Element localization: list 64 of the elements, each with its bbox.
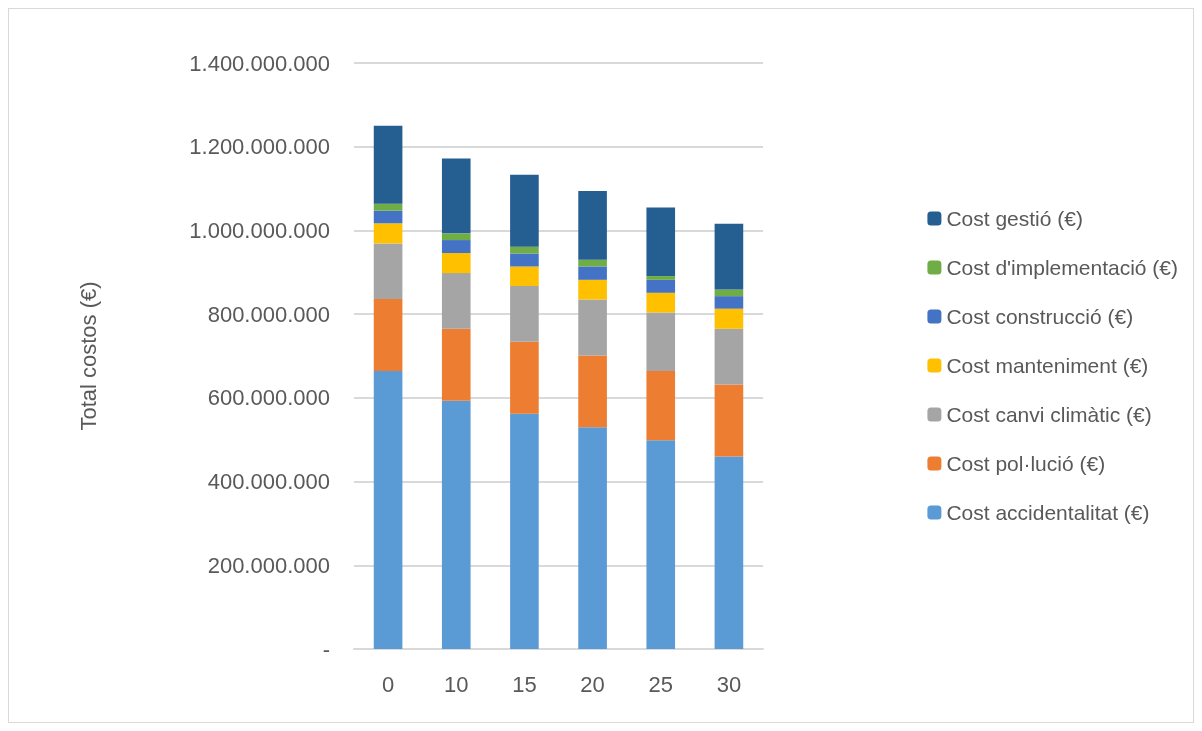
legend-label: Cost canvi climàtic (€) (946, 403, 1152, 426)
y-tick-label: 1.000.000.000 (189, 217, 330, 243)
bar (578, 355, 607, 428)
bar (373, 371, 403, 649)
bar (578, 266, 607, 280)
bar (441, 233, 471, 241)
bar (373, 299, 403, 372)
y-tick-label: - (322, 636, 330, 662)
x-tick-label: 20 (580, 671, 605, 697)
x-tick-label: 15 (512, 671, 537, 697)
y-tick-label: 800.000.000 (207, 301, 330, 327)
bar (646, 440, 676, 649)
y-tick-label: 400.000.000 (207, 469, 330, 495)
bar (441, 158, 471, 234)
legend-label: Cost manteniment (€) (946, 354, 1149, 377)
y-tick-label: 200.000.000 (207, 552, 330, 578)
bar (510, 174, 539, 247)
bar (578, 279, 607, 300)
legend-label: Cost accidentalitat (€) (946, 501, 1150, 524)
y-tick-label: 1.400.000.000 (189, 50, 330, 76)
bar (578, 427, 607, 649)
bar (578, 191, 607, 260)
bar (373, 210, 403, 224)
bar (714, 328, 744, 385)
bar (441, 400, 471, 649)
bar (441, 273, 471, 329)
bar (714, 223, 744, 290)
bar (714, 384, 744, 457)
bar (510, 253, 539, 267)
bar (646, 279, 676, 293)
legend-label: Cost construcció (€) (946, 305, 1134, 328)
bar (510, 266, 539, 287)
bar (373, 223, 403, 244)
x-tick-label: 30 (716, 671, 742, 697)
y-tick-label: 1.200.000.000 (189, 134, 330, 160)
bar (510, 341, 539, 414)
bar (441, 253, 471, 274)
bar (578, 299, 607, 356)
bar (714, 296, 744, 309)
x-tick-label: 0 (381, 671, 395, 697)
bar (373, 125, 403, 204)
legend-label: Cost d'implementació (€) (946, 256, 1179, 279)
bar (714, 456, 744, 649)
bar (373, 203, 403, 211)
bar (714, 308, 744, 329)
bar (714, 289, 744, 297)
bar (441, 240, 471, 254)
bar (646, 276, 676, 280)
bar (578, 259, 607, 267)
y-tick-label: 600.000.000 (207, 385, 330, 411)
legend-label: Cost gestió (€) (946, 207, 1083, 230)
bar (510, 413, 539, 649)
bar (646, 207, 676, 277)
bar (646, 312, 676, 372)
x-tick-label: 25 (648, 671, 673, 697)
bar (441, 328, 471, 401)
legend-label: Cost pol·lució (€) (946, 452, 1106, 475)
bar (510, 286, 539, 342)
bar (373, 243, 403, 300)
bar (646, 371, 676, 441)
x-tick-label: 10 (444, 671, 469, 697)
y-axis-title: Total costos (€) (75, 281, 101, 431)
bar (510, 246, 539, 254)
bar (646, 292, 676, 313)
